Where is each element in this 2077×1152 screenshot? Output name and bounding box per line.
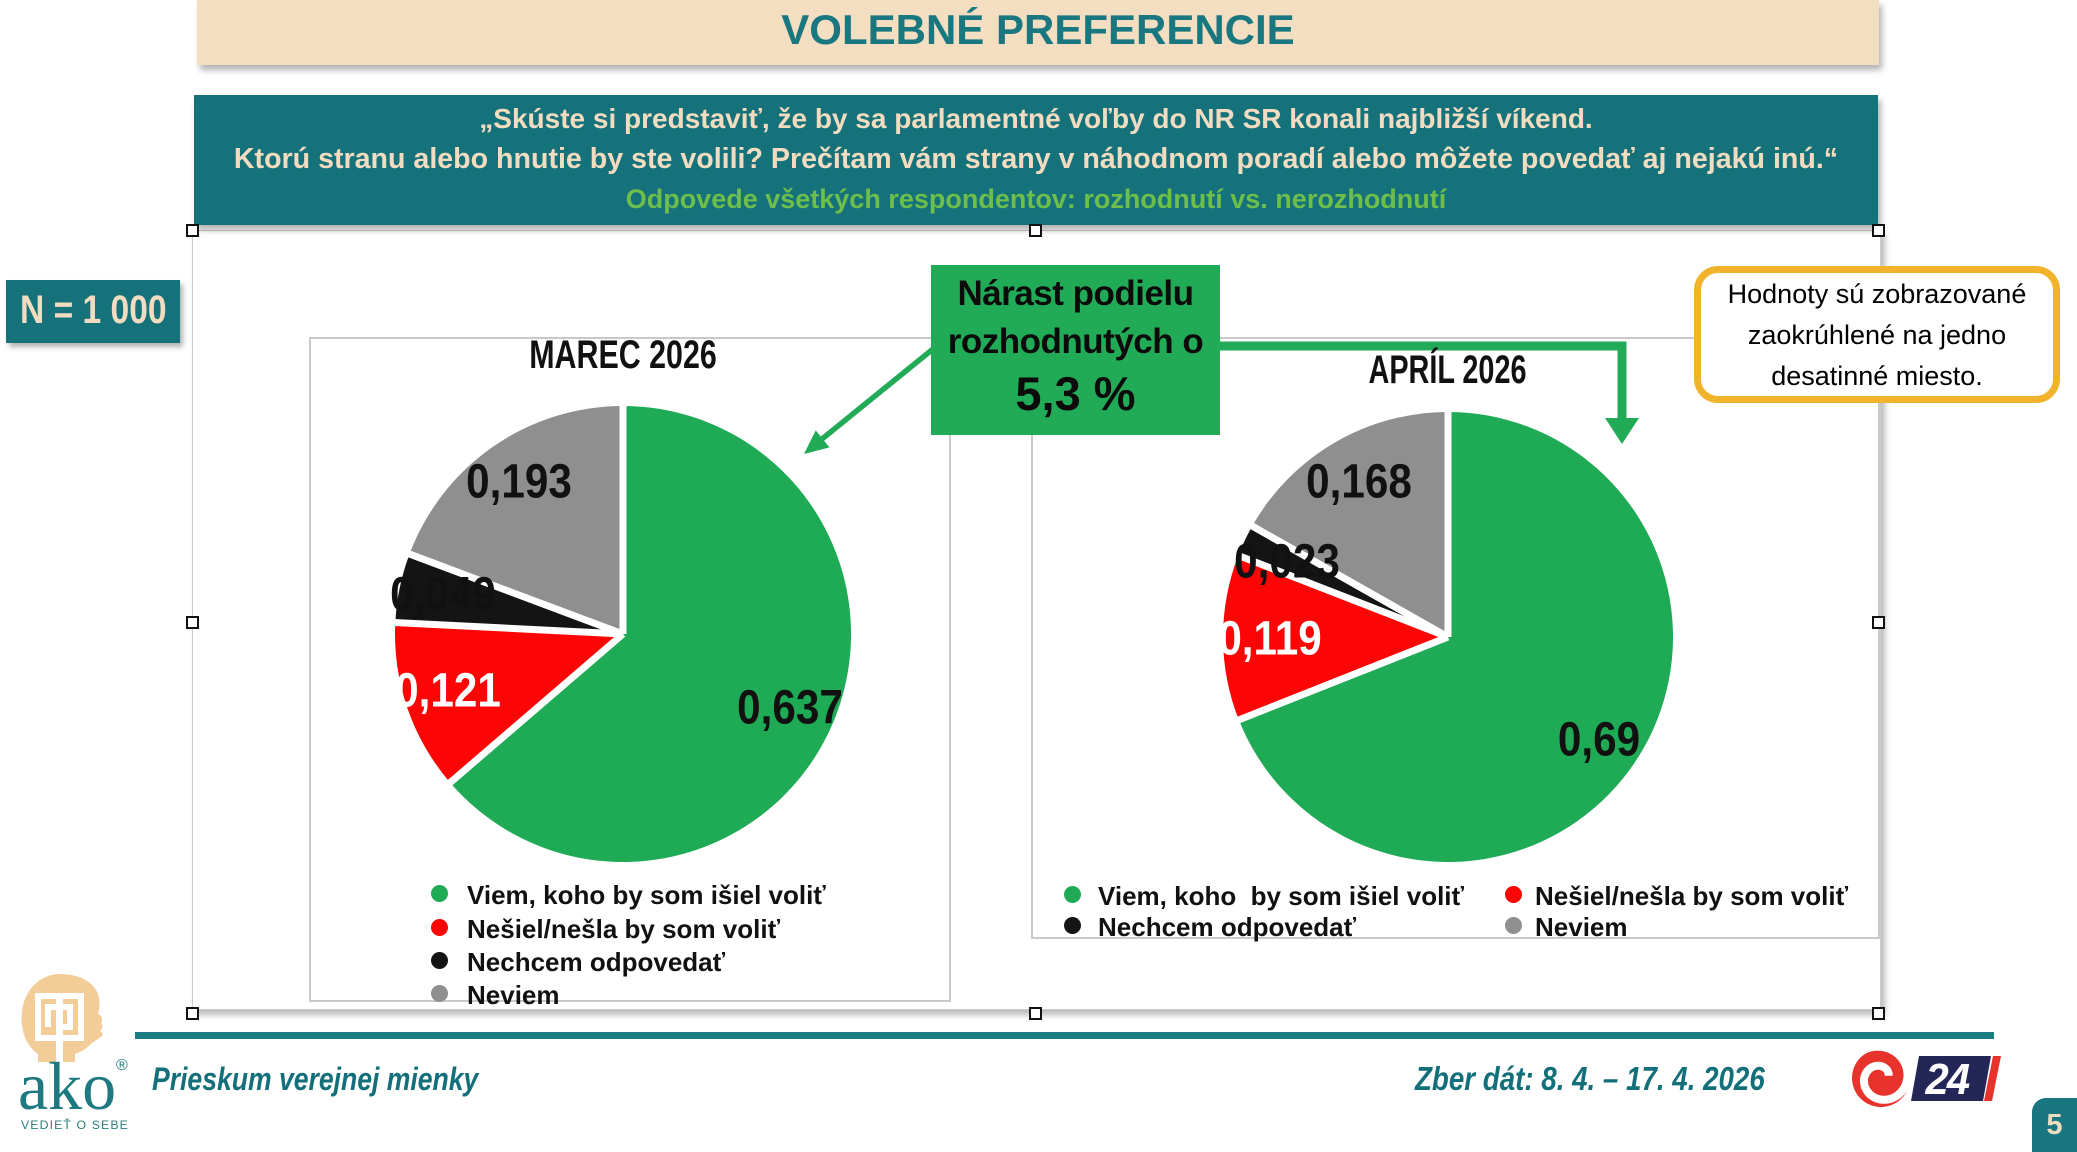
svg-text:ako: ako: [18, 1048, 116, 1124]
svg-text:VEDIEŤ O SEBE: VEDIEŤ O SEBE: [21, 1117, 129, 1132]
svg-text:24: 24: [1925, 1055, 1971, 1104]
svg-text:®: ®: [116, 1057, 128, 1074]
